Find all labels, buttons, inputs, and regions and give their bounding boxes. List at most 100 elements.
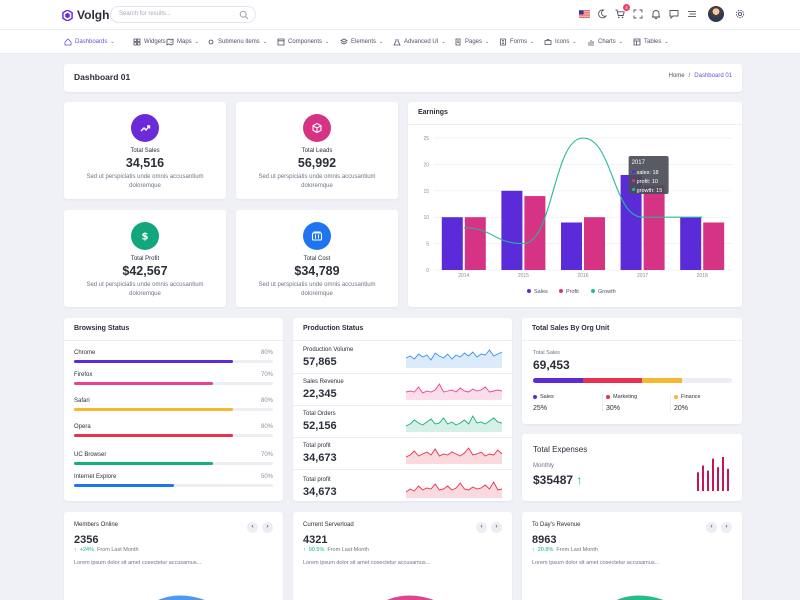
menu-item-label: Icons [555,39,570,45]
bar-sales-2018[interactable] [680,217,702,270]
bar-sales-2017[interactable] [620,174,642,270]
stat-value: 34,516 [125,156,165,170]
y-tick-label: 20 [423,162,429,168]
stat-label: Total Sales [130,148,160,154]
flag-us-icon[interactable] [578,8,590,20]
search-input[interactable]: Search for results... [110,6,256,23]
search-icon[interactable] [239,10,249,20]
settings-gear-icon[interactable] [734,8,746,20]
browser-percent: 80% [260,424,273,430]
expenses-mini-chart [697,457,729,491]
divider [64,340,283,341]
browser-progress-track [74,484,273,487]
fullscreen-icon[interactable] [632,8,644,20]
next-button[interactable]: › [491,522,502,533]
browser-percent: 80% [260,398,273,404]
bar-profit-2014[interactable] [464,217,486,270]
production-row: Sales Revenue 22,345 [293,376,512,408]
tooltip-line: sales: 18 [637,170,659,176]
earnings-card: Earnings 0 5 10 15 20 25 2014 2015 2016 2017 2018 2… [408,102,742,307]
next-button[interactable]: › [721,522,732,533]
metric-change-note: From Last Month [327,547,369,553]
legend-label[interactable]: Profit [566,289,579,295]
browser-row: Chrome 80% [74,350,273,368]
metric-description: Lorem ipsum dolor sit amet cosectetur ac… [74,560,202,566]
cart-badge: 4 [623,4,630,11]
browser-row: Opera 80% [74,424,273,442]
chevron-down-icon: ⌄ [168,39,173,45]
browser-percent: 70% [260,452,273,458]
logo[interactable]: Volgh [62,8,109,22]
sparkline-area [406,448,502,464]
menu-item-elements[interactable]: Elements ⌄ [340,38,383,46]
metric-title: To Day's Revenue [532,522,581,528]
menu-item-forms[interactable]: Forms ⌄ [499,38,534,46]
cart-icon[interactable]: 4 [614,4,630,20]
menu-item-components[interactable]: Components ⌄ [277,38,329,46]
menu-item-dashboards[interactable]: Dashboards ⌄ [64,38,115,46]
chevron-down-icon: ⌄ [325,39,330,45]
production-label: Total profit [303,477,331,483]
divider [293,437,512,438]
chat-icon[interactable] [668,8,680,20]
bar-profit-2017[interactable] [643,185,665,270]
prev-button[interactable]: ‹ [706,522,717,533]
avatar[interactable] [708,6,724,22]
metric-description: Lorem ipsum dolor sit amet cosectetur ac… [303,560,431,566]
expense-bar [727,468,729,491]
menu-item-submenu-items[interactable]: Submenu items ⌄ [207,38,267,46]
browsing-status-card: Browsing Status Chrome 80% Firefox 70% Safar… [64,318,283,501]
menu-item-advanced-ui[interactable]: Advanced UI ⌄ [393,38,446,46]
bar-profit-2016[interactable] [584,217,605,270]
menu-item-tables[interactable]: Tables ⌄ [633,38,669,46]
metric-change: +24% [79,547,94,553]
bar-sales-2016[interactable] [561,222,582,270]
x-tick-label: 2018 [697,273,708,279]
org-title: Total Sales By Org Unit [532,325,610,332]
bar-sales-2015[interactable] [501,190,523,270]
org-unit-name: Finance [681,394,701,400]
chevron-down-icon: ⌄ [664,39,669,45]
production-row: Total Orders 52,156 [293,408,512,440]
org-unit-sales: Sales 25% [533,394,554,412]
legend-label[interactable]: Growth [598,289,616,295]
production-row: Total profit 34,673 [293,440,512,472]
expense-bar [702,465,704,491]
browser-progress-track [74,360,273,363]
stat-card-total-sales: Total Sales 34,516 Sed ut perspiciatis u… [64,102,226,199]
menu-item-label: Submenu items [218,39,260,45]
bell-icon[interactable] [650,8,662,20]
chevron-down-icon: ⌄ [379,39,384,45]
legend-label[interactable]: Sales [534,289,548,295]
pages-icon [455,38,461,46]
bar-profit-2018[interactable] [703,222,725,270]
menu-lines-icon[interactable] [686,8,698,20]
next-button[interactable]: › [262,522,273,533]
menu-item-charts[interactable]: Charts ⌄ [587,38,623,46]
metric-change: 90.5% [308,547,325,553]
org-progress-segment [533,378,583,383]
sparkline-line [406,383,502,394]
metric-title: Current Serverload [303,522,354,528]
breadcrumb-home[interactable]: Home [668,73,685,79]
growth-line[interactable] [463,137,703,245]
menu-item-icons[interactable]: Icons ⌄ [544,38,577,46]
expenses-label: Monthly [533,463,555,469]
menu-item-widgets[interactable]: Widgets ⌄ [133,38,173,46]
trend-up-icon [140,125,151,132]
sparkline-line [406,349,502,361]
divider [293,469,512,470]
bar-profit-2015[interactable] [524,196,546,270]
menu-item-pages[interactable]: Pages ⌄ [454,38,489,46]
prev-button[interactable]: ‹ [247,522,258,533]
bar-sales-2014[interactable] [441,217,463,270]
earnings-chart[interactable]: 0 5 10 15 20 25 2014 2015 2016 2017 2018 2017 sales:… [408,126,742,306]
prev-button[interactable]: ‹ [476,522,487,533]
moon-icon[interactable] [596,8,608,20]
menu-item-maps[interactable]: Maps ⌄ [166,38,199,46]
chart-icon [588,40,594,46]
browser-percent: 50% [260,474,273,480]
org-unit-marketing: Marketing 30% [602,394,637,412]
grid-icon [133,38,141,46]
wallet-icon [311,231,323,241]
